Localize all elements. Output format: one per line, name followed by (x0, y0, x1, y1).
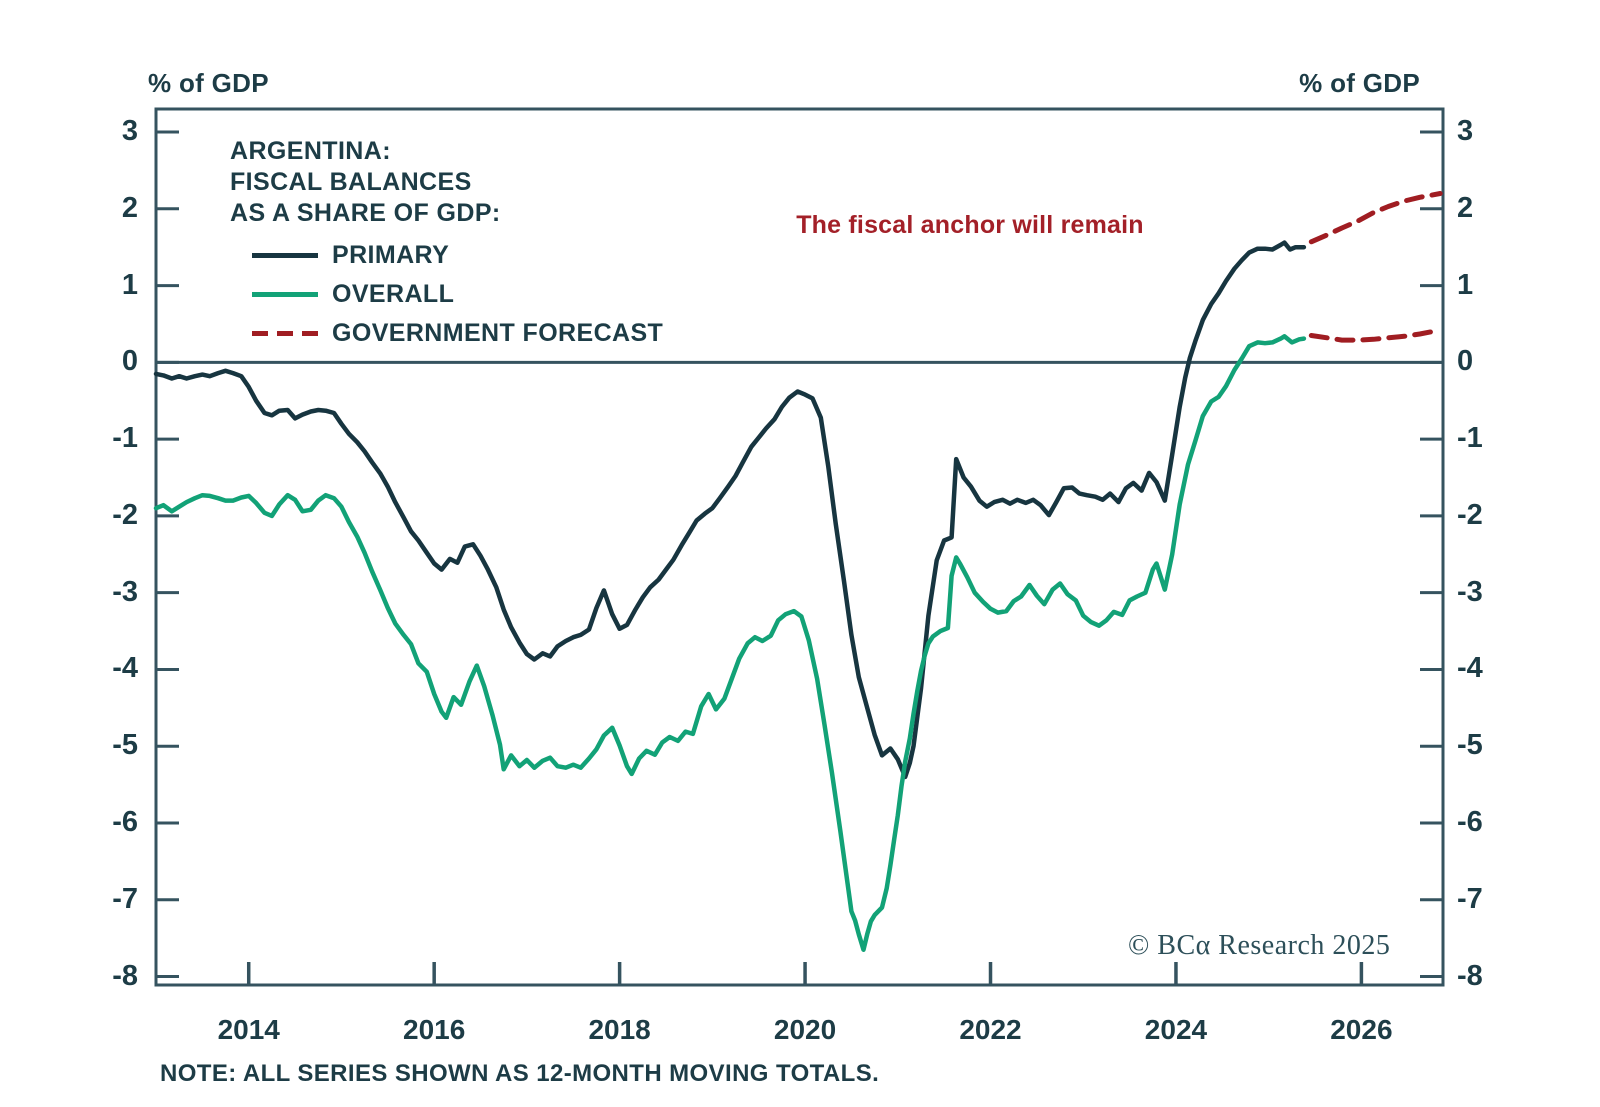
government-forecast-line-swatch (252, 331, 318, 336)
y-axis-unit-right: % of GDP (1299, 68, 1420, 98)
y-tick-label-right: -2 (1457, 498, 1483, 531)
legend: ARGENTINA: FISCAL BALANCES AS A SHARE OF… (230, 136, 663, 353)
series-overall-government-forecast (1308, 327, 1443, 343)
annotation-fiscal-anchor: The fiscal anchor will remain (796, 211, 1144, 239)
y-tick-label-right: 0 (1457, 345, 1474, 378)
y-tick-label-right: 2 (1457, 191, 1474, 224)
overall-line-swatch (252, 292, 318, 297)
y-tick-label-left: -3 (112, 575, 138, 608)
y-axis-unit-left: % of GDP (148, 68, 269, 98)
x-tick-label: 2016 (403, 1014, 466, 1045)
y-tick-label-left: -1 (112, 422, 138, 455)
legend-item-overall: OVERALL (252, 275, 663, 314)
x-tick-label: 2024 (1144, 1014, 1208, 1045)
x-tick-label: 2026 (1330, 1014, 1393, 1045)
y-tick-label-right: -4 (1457, 652, 1483, 685)
footnote: NOTE: ALL SERIES SHOWN AS 12-MONTH MOVIN… (160, 1060, 880, 1087)
x-tick-label: 2022 (959, 1014, 1022, 1045)
y-tick-label-left: -7 (112, 882, 138, 915)
y-tick-label-left: 2 (121, 191, 138, 224)
series-primary-government-forecast (1308, 191, 1443, 245)
chart-title-line-2: FISCAL BALANCES (230, 168, 472, 196)
primary-line-swatch (252, 253, 318, 258)
y-tick-label-right: -6 (1457, 806, 1483, 838)
legend-item-primary: PRIMARY (252, 236, 663, 275)
y-tick-label-right: 1 (1457, 268, 1474, 301)
legend-label-government-forecast: GOVERNMENT FORECAST (332, 319, 664, 347)
legend-items: PRIMARY OVERALL GOVERNMENT FORECAST (230, 236, 663, 353)
y-tick-label-left: -8 (112, 959, 138, 992)
y-tick-label-left: 3 (121, 115, 138, 148)
legend-label-overall: OVERALL (332, 280, 455, 308)
x-tick-label: 2020 (773, 1014, 837, 1045)
chart-title: ARGENTINA: FISCAL BALANCES AS A SHARE OF… (230, 136, 663, 229)
series-primary (153, 240, 1307, 780)
y-tick-label-left: -6 (112, 806, 138, 838)
y-tick-label-right: -3 (1457, 575, 1483, 608)
chart-title-line-3: AS A SHARE OF GDP: (230, 199, 501, 227)
plot-border (154, 107, 1445, 987)
legend-item-government-forecast: GOVERNMENT FORECAST (252, 314, 663, 353)
series-overall (153, 334, 1307, 952)
y-tick-label-right: -8 (1457, 959, 1483, 992)
y-tick-label-right: 3 (1457, 115, 1474, 148)
y-tick-label-left: -4 (112, 652, 138, 685)
y-tick-label-left: -2 (112, 498, 138, 531)
x-tick-label: 2014 (217, 1014, 280, 1045)
chart-title-line-1: ARGENTINA: (230, 137, 391, 165)
x-tick-label: 2018 (588, 1014, 651, 1045)
y-tick-label-right: -7 (1457, 882, 1483, 915)
y-tick-label-left: 1 (121, 268, 138, 301)
copyright-bca-research: © BCα Research 2025 (1128, 930, 1391, 961)
y-tick-label-right: -5 (1457, 729, 1483, 762)
y-tick-label-left: 0 (121, 345, 138, 378)
y-tick-label-right: -1 (1457, 422, 1483, 455)
y-tick-label-left: -5 (112, 729, 138, 762)
legend-label-primary: PRIMARY (332, 241, 450, 269)
